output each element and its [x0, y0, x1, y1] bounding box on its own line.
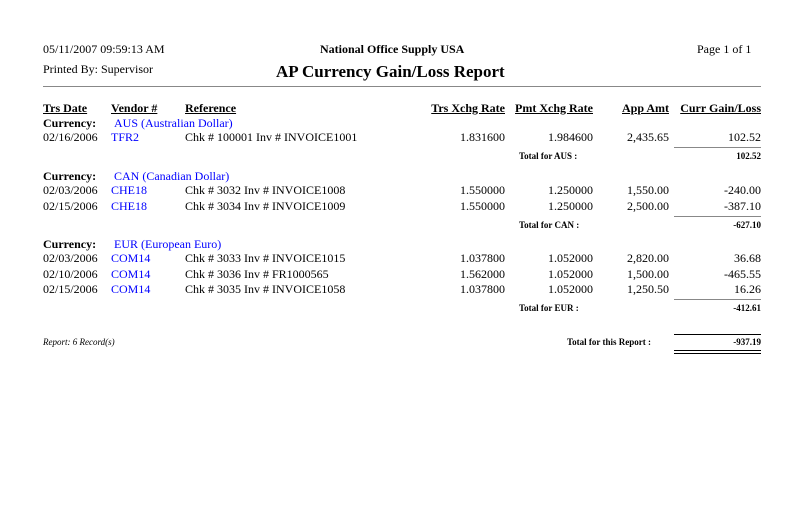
col-reference-header: Reference [185, 101, 237, 115]
col-reference-cell: Chk # 3035 Inv # INVOICE1058 [185, 282, 346, 296]
col-app-amt-cell: 2,500.00 [627, 199, 669, 213]
col-pmt-rate-cell: 1.250000 [548, 199, 593, 213]
group-total-value: 102.52 [736, 150, 761, 161]
col-pmt-rate-cell: 1.250000 [548, 183, 593, 197]
col-gain-loss-cell: 102.52 [728, 130, 761, 144]
currency-name[interactable]: CAN (Canadian Dollar) [114, 169, 230, 183]
col-gain-loss-cell: -240.00 [724, 183, 761, 197]
col-reference-cell: Chk # 3034 Inv # INVOICE1009 [185, 199, 346, 213]
col-trs-rate-cell: 1.550000 [460, 199, 505, 213]
page-number: Page 1 of 1 [697, 42, 752, 56]
double-underline-top [674, 350, 761, 351]
col-trs-date-header: Trs Date [43, 101, 88, 115]
col-gain-loss-cell: 36.68 [734, 251, 761, 265]
col-pmt-rate-cell: 1.052000 [548, 282, 593, 296]
group-total-value: -412.61 [733, 302, 761, 313]
currency-name[interactable]: EUR (European Euro) [114, 237, 222, 251]
col-trs-date-cell: 02/16/2006 [43, 130, 98, 144]
currency-label: Currency: [43, 116, 97, 130]
col-gain-loss-cell: -387.10 [724, 199, 761, 213]
report-title: AP Currency Gain/Loss Report [276, 62, 505, 81]
subtotal-line [674, 146, 761, 148]
col-app-amt-header: App Amt [621, 101, 669, 115]
col-vendor-cell[interactable]: COM14 [111, 266, 151, 281]
col-pmt-rate-header: Pmt Xchg Rate [515, 101, 593, 115]
col-app-amt-cell: 1,250.50 [627, 282, 669, 296]
grand-total-label: Total for this Report : [567, 337, 651, 347]
col-pmt-rate-cell: 1.052000 [548, 266, 593, 281]
double-underline-bottom [674, 353, 761, 354]
group-total-value: -627.10 [733, 220, 761, 230]
col-gain-loss-cell: 16.26 [734, 282, 761, 296]
currency-label: Currency: [43, 237, 97, 251]
col-trs-date-cell: 02/10/2006 [43, 266, 98, 281]
col-gain-loss-cell: -465.55 [724, 266, 761, 281]
col-trs-date-cell: 02/15/2006 [43, 282, 98, 296]
col-pmt-rate-cell: 1.984600 [548, 130, 593, 144]
subtotal-line [674, 216, 761, 217]
col-reference-cell: Chk # 3033 Inv # INVOICE1015 [185, 251, 346, 265]
printed-by: Printed By: Supervisor [43, 62, 153, 76]
group-total-label: Total for AUS : [519, 150, 578, 161]
col-vendor-cell[interactable]: COM14 [111, 282, 151, 296]
grand-total-value: -937.19 [733, 337, 761, 347]
col-app-amt-cell: 2,435.65 [627, 130, 669, 144]
col-vendor-cell[interactable]: TFR2 [111, 130, 140, 144]
subtotal-line [674, 298, 761, 300]
col-trs-rate-header: Trs Xchg Rate [431, 101, 505, 115]
col-trs-date-cell: 02/03/2006 [43, 183, 98, 197]
print-datetime: 05/11/2007 09:59:13 AM [43, 42, 165, 56]
col-vendor-cell[interactable]: COM14 [111, 251, 151, 265]
col-vendor-cell[interactable]: CHE18 [111, 199, 147, 213]
company-name: National Office Supply USA [320, 42, 465, 56]
col-trs-date-cell: 02/03/2006 [43, 251, 98, 265]
col-reference-cell: Chk # 3032 Inv # INVOICE1008 [185, 183, 346, 197]
col-app-amt-cell: 1,550.00 [627, 183, 669, 197]
col-vendor-cell[interactable]: CHE18 [111, 183, 147, 197]
col-vendor-header: Vendor # [111, 101, 158, 115]
col-trs-rate-cell: 1.831600 [460, 130, 505, 144]
col-app-amt-cell: 1,500.00 [627, 266, 669, 281]
col-trs-rate-cell: 1.037800 [460, 251, 505, 265]
record-count: Report: 6 Record(s) [43, 337, 115, 347]
col-reference-cell: Chk # 3036 Inv # FR1000565 [185, 266, 329, 281]
col-trs-rate-cell: 1.037800 [460, 282, 505, 296]
col-reference-cell: Chk # 100001 Inv # INVOICE1001 [185, 130, 358, 144]
currency-name[interactable]: AUS (Australian Dollar) [114, 116, 233, 130]
header-divider [43, 86, 761, 87]
col-pmt-rate-cell: 1.052000 [548, 251, 593, 265]
currency-label: Currency: [43, 169, 97, 183]
group-total-label: Total for CAN : [519, 220, 580, 230]
col-gain-loss-header: Curr Gain/Loss [680, 101, 761, 115]
grand-total-line [674, 334, 761, 335]
group-total-label: Total for EUR : [519, 302, 579, 313]
col-trs-rate-cell: 1.562000 [460, 266, 505, 281]
col-app-amt-cell: 2,820.00 [627, 251, 669, 265]
col-trs-rate-cell: 1.550000 [460, 183, 505, 197]
col-trs-date-cell: 02/15/2006 [43, 199, 98, 213]
